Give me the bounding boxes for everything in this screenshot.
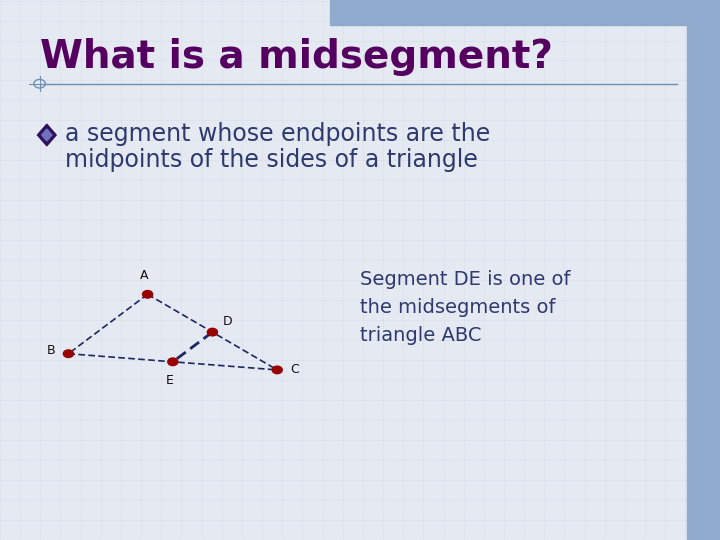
Circle shape xyxy=(143,291,153,298)
Circle shape xyxy=(63,350,73,357)
Text: What is a midsegment?: What is a midsegment? xyxy=(40,38,552,76)
Text: Segment DE is one of
the midsegments of
triangle ABC: Segment DE is one of the midsegments of … xyxy=(360,270,570,345)
Text: D: D xyxy=(223,315,233,328)
Text: B: B xyxy=(47,345,55,357)
Text: C: C xyxy=(290,363,299,376)
Text: A: A xyxy=(140,269,148,282)
Text: a segment whose endpoints are the: a segment whose endpoints are the xyxy=(65,122,490,145)
Circle shape xyxy=(272,366,282,374)
Text: E: E xyxy=(166,374,173,387)
Circle shape xyxy=(207,328,217,336)
Text: midpoints of the sides of a triangle: midpoints of the sides of a triangle xyxy=(65,148,477,172)
Bar xyxy=(687,25,720,540)
Circle shape xyxy=(168,358,178,366)
Polygon shape xyxy=(42,129,52,141)
Bar xyxy=(330,0,720,25)
Polygon shape xyxy=(37,124,56,146)
